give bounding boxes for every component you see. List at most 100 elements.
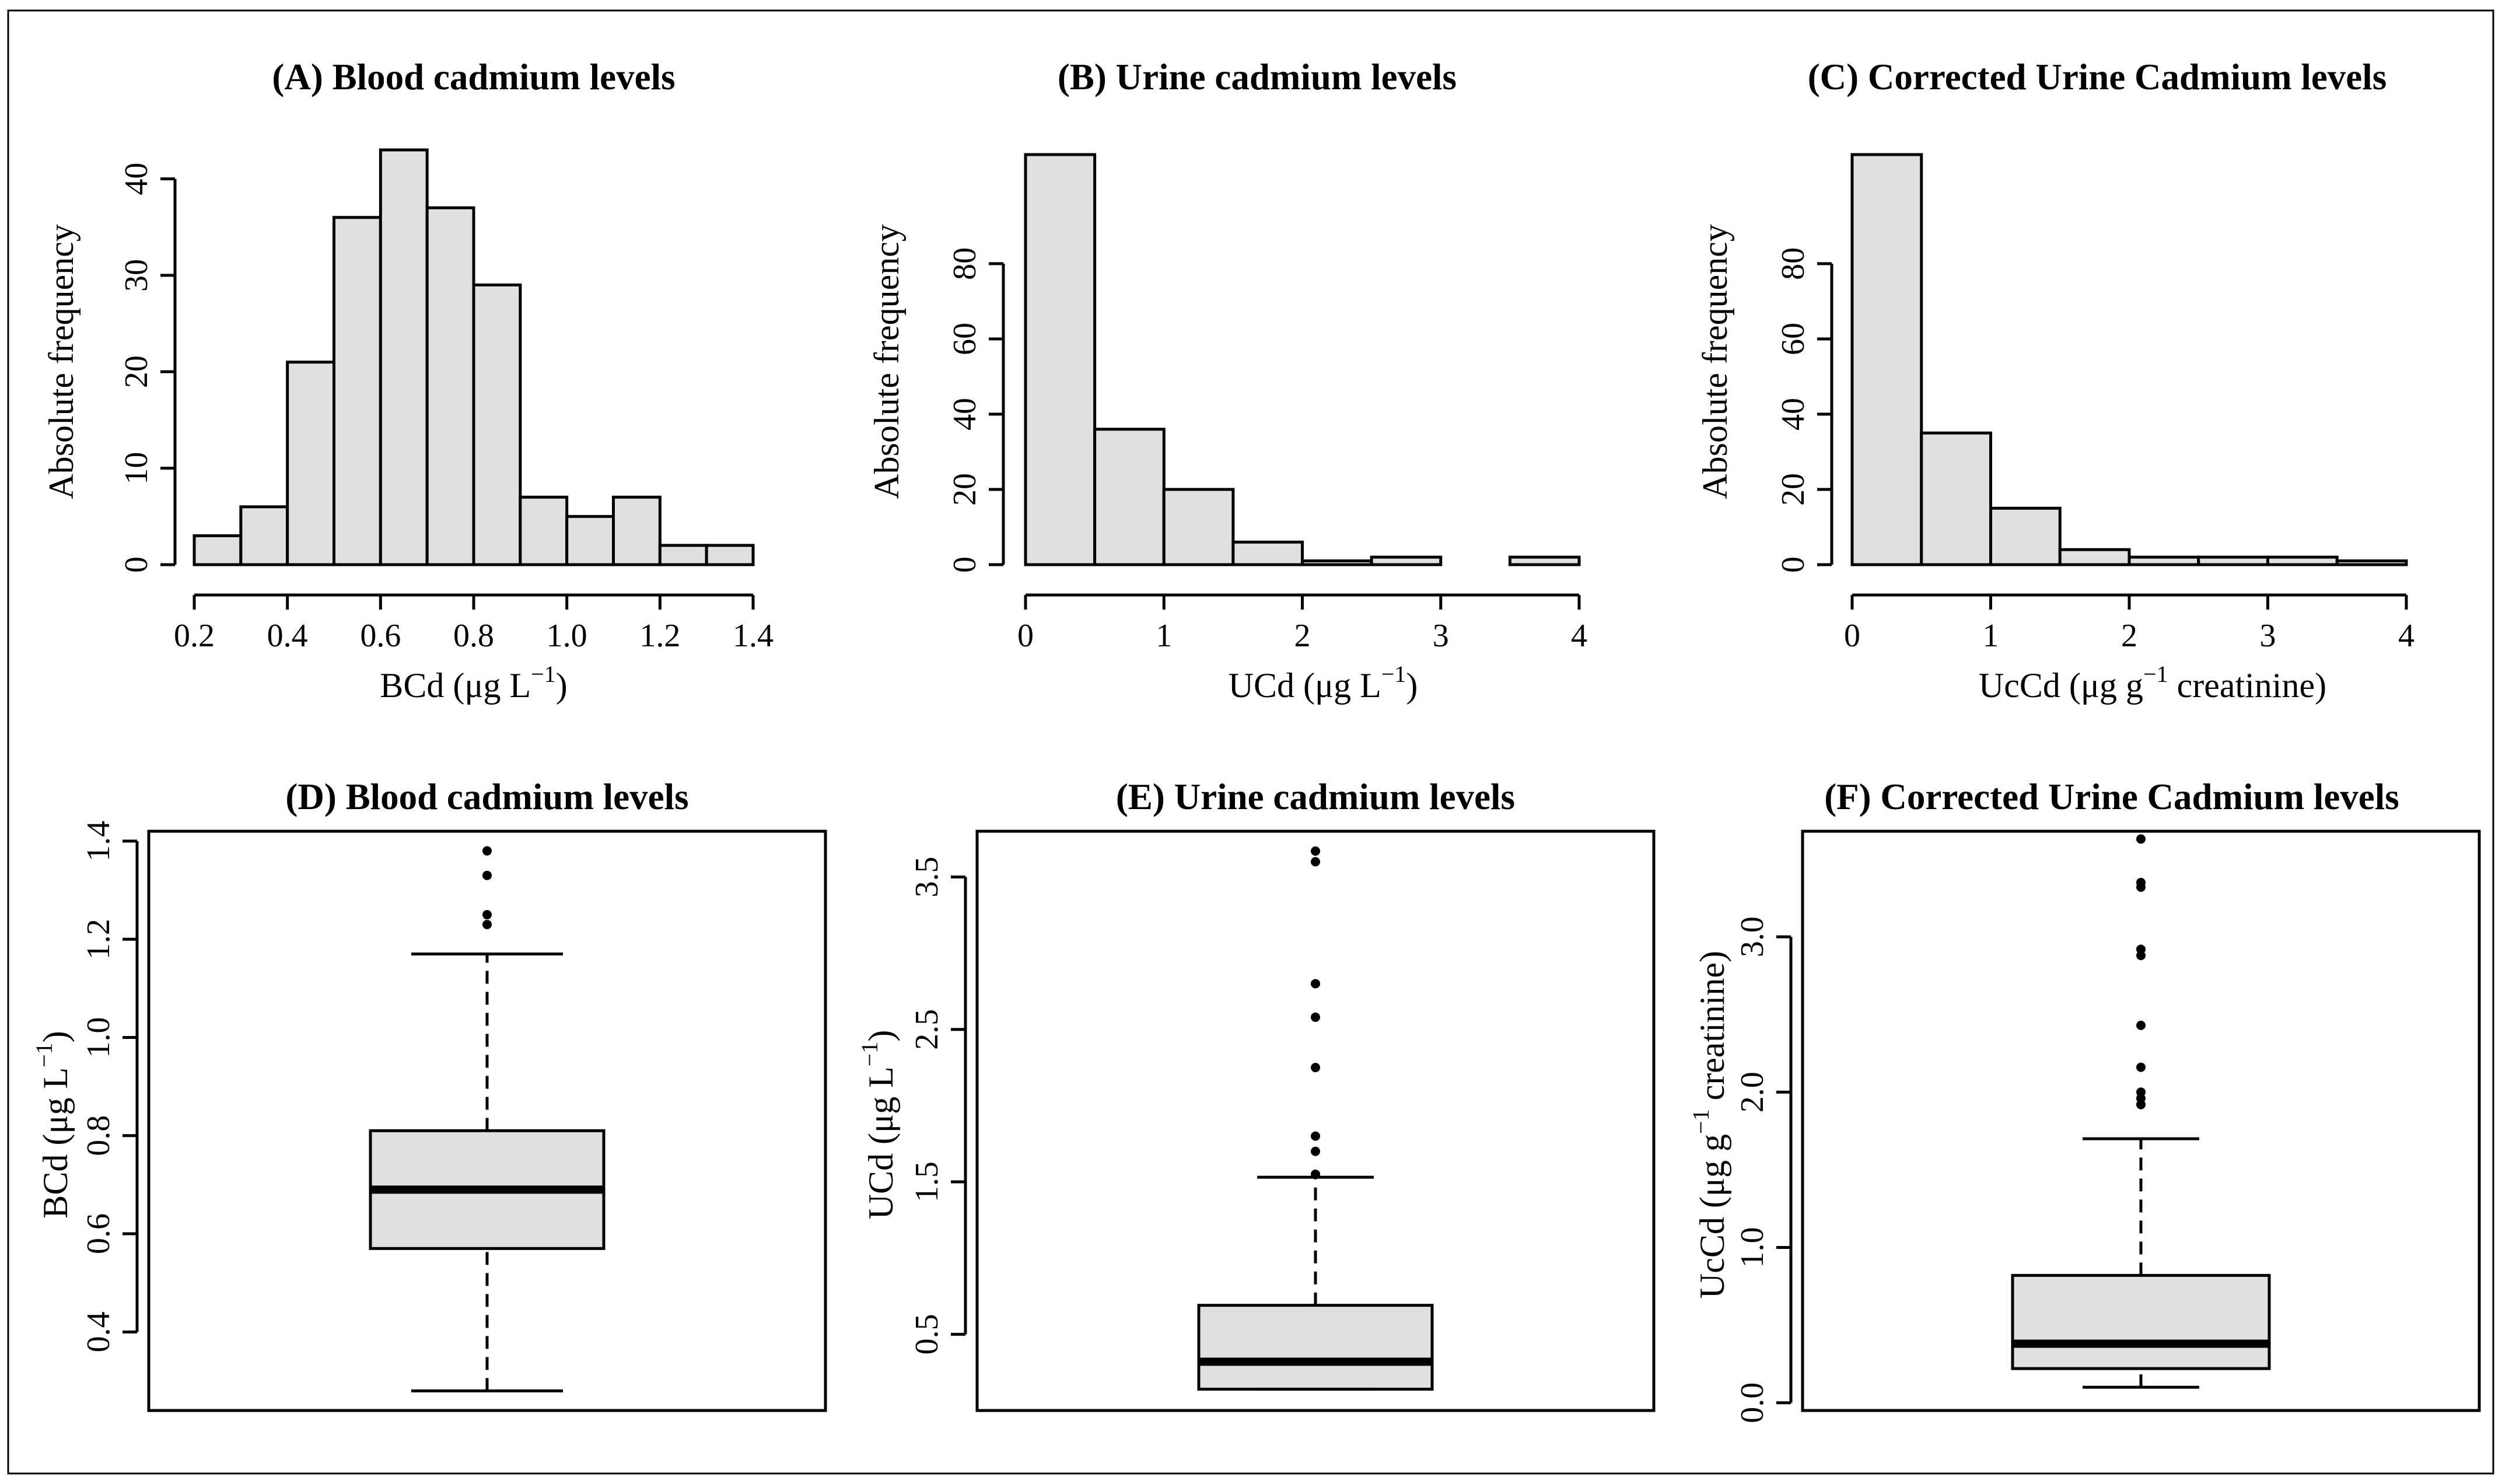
panel-e-outlier-point (1311, 979, 1320, 989)
panel-b-bar-4 (1231, 540, 1304, 566)
panel-a-y-tick-label: 40 (118, 163, 155, 195)
panel-a-bar-2 (239, 505, 289, 566)
panel-b-y-tick-label: 0 (947, 556, 983, 573)
panel-a-bar-5 (379, 148, 429, 566)
panel-e-outlier-point (1311, 1063, 1320, 1073)
panel-a-bar-12 (705, 544, 755, 566)
panel-d-y-tick-label: 1.0 (81, 1017, 117, 1058)
panel-b-x-tick-label: 3 (1433, 618, 1449, 654)
panel-e-outlier-point (1311, 1146, 1320, 1156)
panel-f-box (2011, 1273, 2271, 1370)
panel-a-y-tick-label: 20 (118, 355, 155, 388)
panel-a-y-axis-label: Absolute frequency (42, 224, 81, 499)
panel-f-outlier-point (2136, 1087, 2146, 1097)
panel-b-y-tick-label: 80 (947, 247, 983, 280)
panel-d-y-tick-label: 0.4 (81, 1311, 117, 1352)
panel-b-x-tick-label: 1 (1156, 618, 1172, 654)
panel-a-bar-11 (658, 544, 708, 566)
panel-d-y-tick-label: 1.4 (81, 821, 117, 862)
panel-b-y-tick-label: 40 (947, 398, 983, 430)
panel-e-title: (E) Urine cadmium levels (1116, 776, 1515, 817)
panel-e-marks: 0.5 1.5 2.5 3.5 (909, 830, 1656, 1412)
panel-c-bar-5 (2127, 555, 2200, 566)
panel-b-bar-1 (1024, 153, 1097, 566)
panel-a-bar-8 (519, 495, 569, 566)
panel-d-y-axis-label: BCd (μg L−1) (31, 1031, 75, 1218)
panel-b-x-tick-label: 4 (1571, 618, 1587, 654)
panel-b-x-axis-label: UCd (μg L−1) (1229, 661, 1418, 705)
panel-f-outlier-point (2136, 1020, 2146, 1030)
panel-b-bar-2 (1093, 428, 1166, 566)
panel-a-x-axis-label: BCd (μg L−1) (380, 661, 567, 705)
panel-b-y-axis-label: Absolute frequency (867, 224, 906, 499)
panel-c-bar-3 (1989, 506, 2062, 566)
panel-a-y-tick-label: 30 (118, 259, 155, 292)
panel-a-bar-10 (612, 495, 662, 566)
panel-a-x-tick-label: 0.6 (360, 618, 401, 654)
panel-c-y-tick-label: 40 (1775, 398, 1811, 430)
panel-a-x-tick-label: 1.4 (733, 618, 774, 654)
panel-a-histogram: (A) Blood cadmium levels 0.2 0.4 0.6 0.8 1.0… (42, 57, 774, 705)
panel-a-x-tick-label: 1.0 (547, 618, 587, 654)
panel-b-y-tick-label: 60 (947, 323, 983, 355)
panel-c-bar-6 (2197, 555, 2269, 566)
panel-a-bar-7 (472, 283, 522, 566)
panel-c-y-tick-label: 20 (1775, 473, 1811, 506)
panel-a-bar-4 (333, 216, 382, 566)
panel-e-y-tick-label: 3.5 (909, 856, 945, 897)
panel-a-title: (A) Blood cadmium levels (272, 57, 675, 97)
panel-c-x-tick-label: 1 (1983, 618, 1999, 654)
panel-e-y-axis-label: UCd (μg L−1) (856, 1030, 900, 1220)
panel-e-y-tick-label: 2.5 (909, 1009, 945, 1050)
panel-a-y-tick-label: 10 (118, 452, 155, 485)
panel-f-y-tick-label: 3.0 (1734, 916, 1770, 957)
panel-e-outlier-point (1311, 1169, 1320, 1179)
panel-a-x-tick-label: 0.4 (267, 618, 308, 654)
panel-c-histogram: (C) Corrected Urine Cadmium levels 0 1 2 3 4… (1696, 57, 2414, 705)
panel-e-y-tick-label: 1.5 (909, 1161, 945, 1202)
panel-e-outlier-point (1311, 1131, 1320, 1141)
panel-d-outlier-point (482, 910, 492, 920)
panel-c-bar-7 (2266, 555, 2339, 566)
panel-f-outlier-point (2136, 834, 2146, 844)
panel-a-x-tick-label: 0.2 (174, 618, 215, 654)
panel-d-y-tick-label: 0.8 (81, 1115, 117, 1156)
panel-c-x-tick-label: 4 (2398, 618, 2414, 654)
panel-c-bar-1 (1850, 153, 1923, 566)
panel-f-title: (F) Corrected Urine Cadmium levels (1824, 776, 2399, 817)
panel-b-title: (B) Urine cadmium levels (1058, 57, 1457, 97)
panel-c-x-tick-label: 2 (2121, 618, 2137, 654)
panel-d-outlier-point (482, 870, 492, 880)
panel-b-bar-3 (1162, 488, 1235, 566)
panel-e-plot-frame (975, 830, 1656, 1412)
panel-b-bar-8 (1508, 555, 1581, 566)
panel-d-outlier-point (482, 919, 492, 929)
panel-b-y-tick-label: 20 (947, 473, 983, 506)
panel-c-bar-2 (1920, 431, 1992, 566)
panel-d-title: (D) Blood cadmium levels (285, 776, 688, 817)
panel-f-outlier-point (2136, 944, 2146, 954)
panel-c-y-tick-label: 60 (1775, 323, 1811, 355)
panel-f-y-tick-label: 0.0 (1734, 1382, 1770, 1423)
panel-f-marks: 0.0 1.0 2.0 3.0 (1734, 830, 2481, 1423)
panel-f-y-axis-label: UcCd (μg g−1 creatinine) (1688, 951, 1731, 1298)
panel-a-bar-6 (425, 206, 475, 566)
panel-a-bar-1 (193, 534, 243, 566)
panel-b-x-tick-label: 0 (1017, 618, 1034, 654)
panel-e-box (1197, 1304, 1434, 1391)
panel-a-y-tick-label: 0 (118, 556, 155, 573)
panel-c-y-tick-label: 80 (1775, 247, 1811, 280)
panel-a-bar-3 (286, 360, 335, 566)
figure-frame (7, 9, 2494, 1475)
panel-c-bar-4 (2058, 548, 2131, 566)
panel-f-outlier-point (2136, 877, 2146, 887)
panel-b-histogram: (B) Urine cadmium levels 0 1 2 3 4020406080 … (867, 57, 1587, 705)
panel-e-outlier-point (1311, 1012, 1320, 1022)
panel-d-y-tick-label: 0.6 (81, 1213, 117, 1254)
panel-c-title: (C) Corrected Urine Cadmium levels (1808, 57, 2387, 97)
panel-d-marks: 0.4 0.6 0.8 1.0 1.2 1.4 (81, 821, 827, 1412)
panel-f-plot-frame (1801, 830, 2481, 1412)
panel-e-boxplot: (E) Urine cadmium levels 0.5 1.5 2.5 3.5 UC… (856, 776, 1656, 1412)
